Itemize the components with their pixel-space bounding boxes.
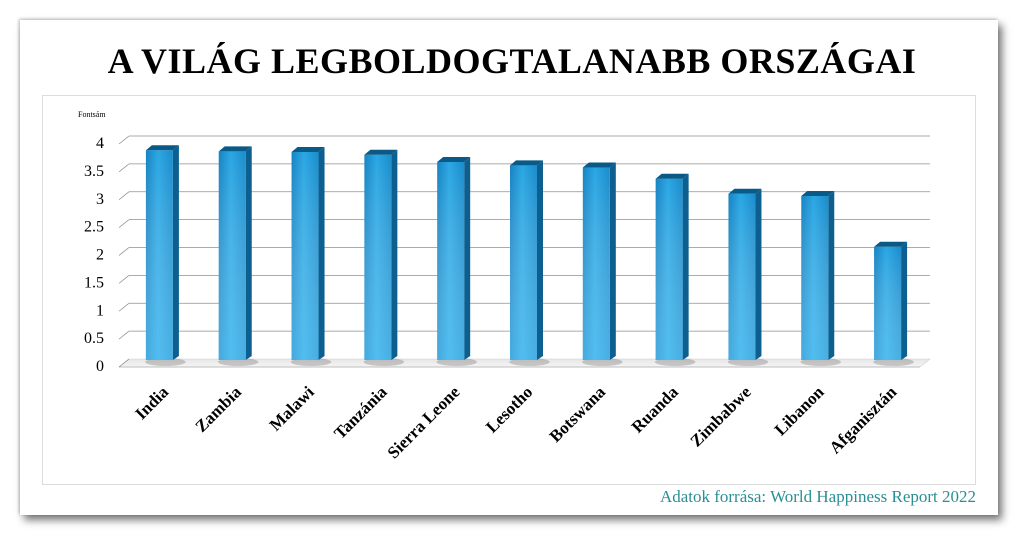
source-note: Adatok forrása: World Happiness Report 2… (659, 487, 976, 506)
bar-glow (510, 165, 537, 360)
chart-card (20, 20, 998, 515)
bar-glow (218, 151, 246, 360)
x-tick-label: Sierra Leone (384, 382, 464, 462)
x-tick-label: Zimbabwe (687, 382, 756, 451)
bar-glow (364, 154, 392, 360)
bar-glow (437, 161, 465, 360)
bar (217, 146, 259, 366)
y-tick-label: 2 (96, 247, 104, 264)
gridline-depth (118, 275, 130, 284)
bar-top (364, 149, 398, 155)
x-tick-label: Tanzánia (330, 382, 391, 443)
bar-top (291, 146, 325, 152)
x-tick-label: India (131, 382, 172, 423)
y-tick-label: 0.5 (84, 330, 104, 347)
bar-side (245, 146, 252, 360)
bar-top (510, 160, 543, 166)
bar-side (755, 188, 762, 360)
gridline-depth (118, 163, 130, 173)
gridline-depth (118, 247, 130, 256)
y-axis-label: Fontsám (78, 110, 106, 119)
bar-glow (801, 195, 829, 360)
bar-top (801, 190, 835, 196)
bar-side (318, 146, 325, 360)
bar-glow (291, 151, 319, 360)
gridline-depth (118, 358, 130, 368)
gridline-depth (118, 219, 130, 228)
bar (145, 145, 186, 366)
bar-top (655, 173, 689, 179)
x-tick-label: Ruanda (628, 382, 683, 437)
gridline-depth (118, 330, 130, 340)
y-tick-label: 3 (96, 191, 104, 208)
x-tick-label: Libanon (771, 382, 828, 439)
bar (873, 241, 914, 366)
bar (582, 162, 623, 366)
bar (727, 188, 769, 366)
x-tick-label: Botswana (546, 382, 610, 446)
y-tick-label: 1 (96, 302, 104, 319)
bar-side (391, 149, 398, 360)
bar-side (901, 241, 908, 360)
bar-side (682, 173, 689, 360)
bar (654, 173, 696, 366)
bar (509, 160, 550, 366)
gridline-depth (118, 302, 130, 312)
bar-glow (655, 178, 683, 360)
bar (436, 156, 477, 366)
bars (145, 145, 914, 366)
bar-top (145, 145, 179, 151)
bar-side (464, 156, 471, 360)
bar (290, 146, 332, 366)
chart-title: A VILÁG LEGBOLDOGTALANABB ORSZÁGAI (107, 41, 917, 81)
bar-top (437, 156, 471, 162)
gridline-depth (118, 191, 130, 201)
x-tick-label: Zambia (192, 382, 246, 436)
x-tick-label: Lesotho (482, 382, 536, 436)
bar-glow (145, 150, 173, 360)
bar (363, 149, 405, 366)
x-tick-label: Malawi (266, 382, 318, 434)
axis-labels: 0 0.5 1 1.5 2 2.5 3 3.5 4 India Zambia Malawi Tanzán… (84, 135, 901, 462)
bar-top (874, 241, 908, 247)
y-tick-label: 4 (96, 135, 104, 152)
y-tick-label: 1.5 (84, 274, 104, 291)
bar-top (218, 146, 252, 152)
bar-side (609, 162, 616, 360)
bar-glow (728, 193, 756, 360)
bar-glow (874, 246, 902, 360)
gridline-depth (118, 135, 130, 145)
bar-top (582, 162, 616, 168)
bar-side (537, 160, 543, 360)
x-tick-label: Afganisztán (826, 382, 901, 457)
plot-frame (42, 95, 976, 485)
bar-side (828, 190, 835, 360)
bar-top (728, 188, 762, 194)
bar-glow (582, 167, 610, 360)
y-tick-label: 0 (96, 358, 104, 375)
y-tick-label: 3.5 (84, 163, 104, 180)
bar-side (172, 145, 179, 360)
bar (800, 190, 842, 366)
y-tick-label: 2.5 (84, 219, 104, 236)
